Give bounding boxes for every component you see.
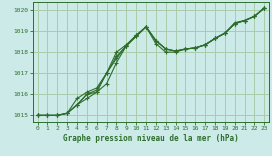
X-axis label: Graphe pression niveau de la mer (hPa): Graphe pression niveau de la mer (hPa) <box>63 134 239 143</box>
